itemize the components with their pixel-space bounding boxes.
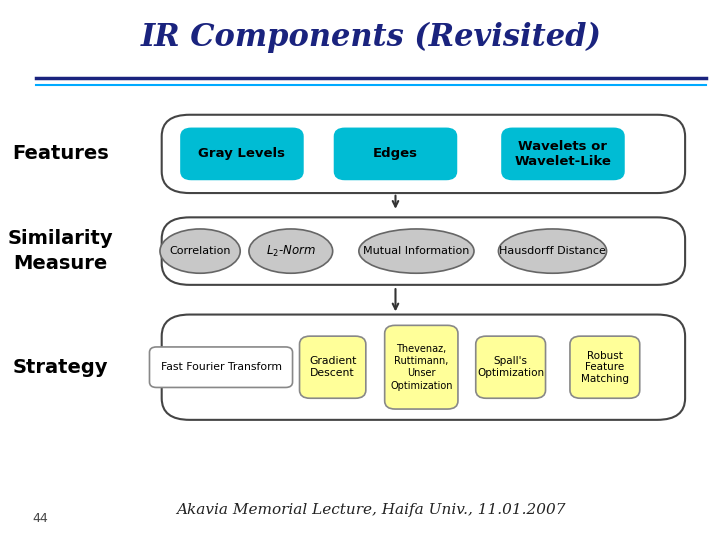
FancyBboxPatch shape <box>150 347 292 388</box>
Text: Features: Features <box>12 144 109 164</box>
Text: Similarity
Measure: Similarity Measure <box>8 229 113 273</box>
Text: Fast Fourier Transform: Fast Fourier Transform <box>161 362 282 372</box>
Text: IR Components (Revisited): IR Components (Revisited) <box>140 22 601 53</box>
FancyBboxPatch shape <box>162 217 685 285</box>
Text: Robust
Feature
Matching: Robust Feature Matching <box>581 350 629 384</box>
Ellipse shape <box>359 229 474 273</box>
Text: Thevenaz,
Ruttimann,
Unser
Optimization: Thevenaz, Ruttimann, Unser Optimization <box>390 343 453 391</box>
FancyBboxPatch shape <box>300 336 366 399</box>
FancyBboxPatch shape <box>384 325 458 409</box>
FancyBboxPatch shape <box>476 336 546 399</box>
Text: Edges: Edges <box>373 147 418 160</box>
Text: Akavia Memorial Lecture, Haifa Univ., 11.01.2007: Akavia Memorial Lecture, Haifa Univ., 11… <box>176 503 566 517</box>
FancyBboxPatch shape <box>162 115 685 193</box>
Text: Gray Levels: Gray Levels <box>199 147 285 160</box>
Text: Wavelets or
Wavelet-Like: Wavelets or Wavelet-Like <box>515 140 611 168</box>
FancyBboxPatch shape <box>570 336 640 399</box>
Text: $L_2$-Norm: $L_2$-Norm <box>266 244 315 259</box>
FancyBboxPatch shape <box>334 128 456 179</box>
FancyBboxPatch shape <box>162 314 685 420</box>
FancyBboxPatch shape <box>181 128 303 179</box>
Text: Strategy: Strategy <box>13 357 108 377</box>
Text: Correlation: Correlation <box>169 246 231 256</box>
Text: 44: 44 <box>32 512 48 525</box>
Ellipse shape <box>498 229 606 273</box>
FancyBboxPatch shape <box>502 128 624 179</box>
Text: Spall's
Optimization: Spall's Optimization <box>477 356 544 378</box>
Text: Gradient
Descent: Gradient Descent <box>309 356 356 378</box>
Ellipse shape <box>160 229 240 273</box>
Text: Hausdorff Distance: Hausdorff Distance <box>499 246 606 256</box>
Text: Mutual Information: Mutual Information <box>363 246 469 256</box>
Ellipse shape <box>249 229 333 273</box>
